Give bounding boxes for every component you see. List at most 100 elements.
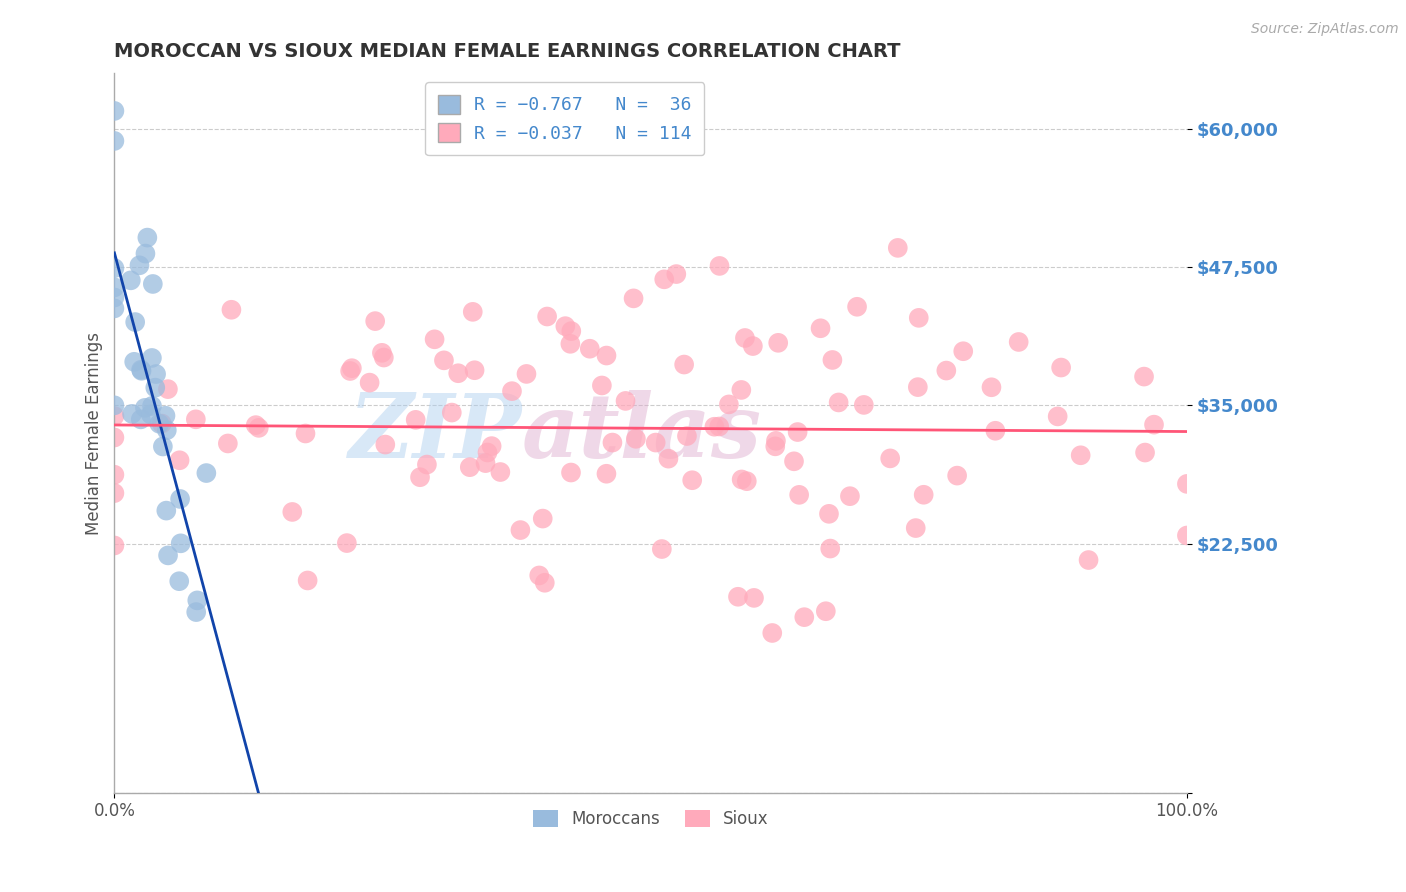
Point [121, 407, 143, 421]
Point [727, 590, 749, 604]
Point [623, 291, 645, 305]
Point [602, 435, 624, 450]
Point [374, 437, 396, 451]
Point [595, 349, 617, 363]
Point [128, 258, 150, 272]
Point [681, 473, 703, 487]
Point [560, 324, 582, 338]
Point [195, 466, 218, 480]
Point [131, 364, 153, 378]
Point [946, 468, 969, 483]
Point [827, 395, 849, 409]
Point [783, 454, 806, 468]
Point [935, 363, 957, 377]
Point [821, 353, 844, 368]
Point [474, 456, 496, 470]
Point [730, 383, 752, 397]
Point [703, 419, 725, 434]
Point [554, 319, 576, 334]
Point [651, 542, 673, 557]
Point [458, 460, 481, 475]
Point [793, 610, 815, 624]
Point [184, 412, 207, 426]
Point [734, 331, 756, 345]
Point [591, 378, 613, 392]
Text: atlas: atlas [522, 390, 762, 476]
Point [644, 435, 666, 450]
Point [461, 305, 484, 319]
Point [124, 315, 146, 329]
Point [531, 511, 554, 525]
Point [578, 342, 600, 356]
Point [652, 272, 675, 286]
Point [129, 362, 152, 376]
Point [142, 277, 165, 291]
Point [904, 521, 927, 535]
Point [761, 626, 783, 640]
Text: MOROCCAN VS SIOUX MEDIAN FEMALE EARNINGS CORRELATION CHART: MOROCCAN VS SIOUX MEDIAN FEMALE EARNINGS… [114, 42, 901, 61]
Point [665, 267, 688, 281]
Point [169, 491, 191, 506]
Point [673, 358, 696, 372]
Point [907, 310, 929, 325]
Point [141, 351, 163, 365]
Point [103, 430, 125, 444]
Point [371, 346, 394, 360]
Point [515, 367, 537, 381]
Point [247, 421, 270, 435]
Point [533, 575, 555, 590]
Point [676, 429, 699, 443]
Point [409, 470, 432, 484]
Point [103, 398, 125, 412]
Point [134, 401, 156, 415]
Point [766, 335, 789, 350]
Point [156, 382, 179, 396]
Point [1008, 334, 1031, 349]
Point [217, 436, 239, 450]
Y-axis label: Median Female Earnings: Median Female Earnings [86, 332, 103, 534]
Point [157, 549, 180, 563]
Point [1077, 553, 1099, 567]
Point [129, 412, 152, 426]
Point [150, 417, 173, 431]
Point [120, 273, 142, 287]
Point [122, 355, 145, 369]
Point [595, 467, 617, 481]
Point [433, 353, 456, 368]
Point [560, 466, 582, 480]
Point [887, 241, 910, 255]
Point [103, 103, 125, 118]
Point [143, 381, 166, 395]
Point [765, 434, 787, 448]
Point [440, 406, 463, 420]
Point [103, 134, 125, 148]
Point [980, 380, 1002, 394]
Point [907, 380, 929, 394]
Point [152, 440, 174, 454]
Point [814, 604, 837, 618]
Point [787, 488, 810, 502]
Text: Source: ZipAtlas.com: Source: ZipAtlas.com [1251, 22, 1399, 37]
Point [818, 507, 841, 521]
Point [340, 361, 363, 376]
Point [103, 291, 125, 305]
Point [294, 426, 316, 441]
Point [170, 536, 193, 550]
Point [155, 503, 177, 517]
Point [709, 259, 731, 273]
Point [148, 417, 170, 431]
Point [405, 413, 427, 427]
Point [477, 445, 499, 459]
Point [103, 486, 125, 500]
Point [103, 409, 125, 423]
Point [464, 363, 486, 377]
Point [984, 424, 1007, 438]
Point [536, 310, 558, 324]
Point [281, 505, 304, 519]
Point [614, 393, 637, 408]
Point [103, 539, 125, 553]
Point [359, 376, 381, 390]
Point [186, 605, 208, 619]
Point [1175, 528, 1198, 542]
Point [155, 409, 177, 423]
